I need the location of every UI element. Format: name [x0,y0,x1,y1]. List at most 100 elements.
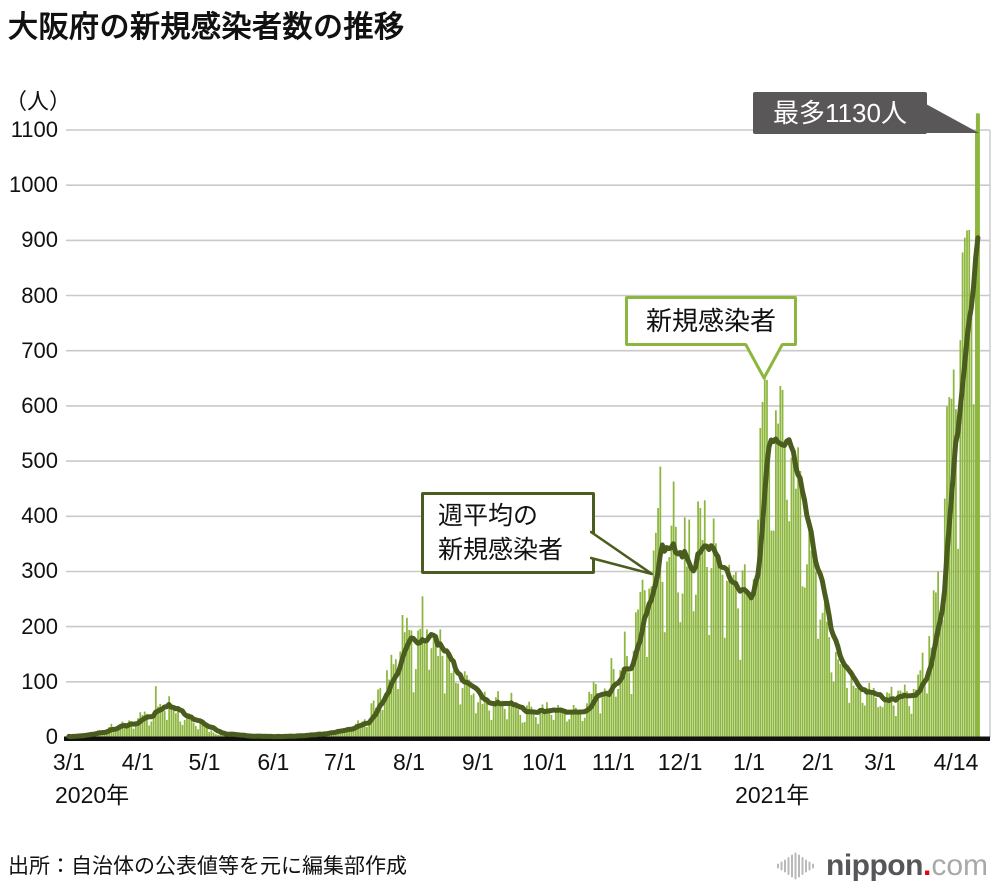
bar-daily-cases [970,317,973,739]
bar-daily-cases [743,564,746,739]
bar-daily-cases [614,696,617,739]
bar-daily-cases [201,724,204,739]
weekly-average-label-line1: 週平均の [438,502,539,530]
bar-daily-cases [712,518,715,739]
bar-daily-cases [214,734,217,739]
x-axis-line [64,736,990,741]
bar-daily-cases [121,721,124,739]
nippon-com-logo: nippon. com [777,848,988,884]
logo-dot: . [922,849,932,882]
bar-daily-cases [594,684,597,739]
y-tick-label: 800 [21,282,58,308]
bar-daily-cases [761,402,764,739]
bar-daily-cases [543,711,546,739]
bar-daily-cases [490,719,493,739]
bar-daily-cases [728,564,731,739]
bar-daily-cases [626,655,628,739]
bar-daily-cases [643,590,646,739]
bar-daily-cases [168,696,171,739]
bar-daily-cases [203,727,206,739]
bar-daily-cases [454,682,457,739]
year-label: 2021年 [735,782,810,808]
bar-daily-cases [417,630,419,739]
source-note: 出所：自治体の公表値等を元に編集部作成 [8,855,407,878]
max-annotation-label: 最多1130人 [773,98,907,128]
bar-daily-cases [806,564,808,739]
bar-daily-cases [839,664,842,739]
bar-daily-cases [886,692,888,739]
bar-daily-cases [350,729,353,739]
bar-daily-cases [537,723,539,739]
bar-daily-cases [963,237,966,739]
bar-daily-cases [119,723,122,739]
bar-daily-cases [499,703,502,739]
bar-daily-cases [732,574,735,739]
bar-daily-cases [763,376,766,739]
bar-daily-cases [183,719,186,739]
bar-daily-cases [394,659,397,739]
bar-daily-cases [719,567,722,739]
bar-daily-cases [935,592,937,739]
bar-daily-cases [561,707,564,739]
x-tick-label: 11/1 [591,749,635,775]
bar-daily-cases [559,708,562,739]
bar-daily-cases [114,730,117,739]
bar-daily-cases [177,706,179,739]
y-tick-label: 200 [21,613,58,639]
daily-series-annotation: 新規感染者 [625,296,797,346]
bar-daily-cases [414,669,417,739]
bar-daily-cases [386,670,388,739]
bar-daily-cases [363,719,366,739]
bar-daily-cases [410,630,413,739]
bar-daily-cases [659,466,662,739]
bar-daily-cases [466,675,468,739]
bar-daily-cases [112,728,115,739]
bar-daily-cases [803,587,806,739]
bar-daily-cases [452,670,455,739]
bar-daily-cases [848,702,851,739]
bar-daily-cases [221,733,224,739]
bar-daily-cases [661,581,664,739]
bar-daily-cases [192,722,195,739]
bar-daily-cases [379,687,382,739]
bar-daily-cases [583,717,586,739]
bar-daily-cases [923,681,926,739]
daily-annotation-pointer [744,343,784,380]
bar-daily-cases [128,720,131,739]
bar-daily-cases [859,688,862,739]
bar-daily-cases [341,728,344,739]
bar-daily-cases [639,591,642,739]
bar-daily-cases [815,572,817,739]
x-tick-label: 4/1 [121,749,154,775]
bar-daily-cases [723,637,726,739]
bar-daily-cases [730,577,733,739]
weekly-annotation-pointer [590,530,654,576]
bar-daily-cases [801,586,804,739]
bar-daily-cases [837,659,839,739]
y-axis-unit-label: （人） [5,89,72,114]
y-tick-label: 1100 [10,117,58,142]
bar-daily-cases [952,369,955,739]
bar-daily-cases [366,727,368,739]
bar-daily-cases [399,651,402,739]
bar-daily-cases [486,701,488,739]
x-tick-label: 1/1 [732,749,765,775]
bar-daily-cases [332,732,335,739]
bar-daily-cases [957,548,959,739]
bar-daily-cases [703,500,706,739]
bar-daily-cases [588,691,591,739]
bar-daily-cases [919,670,922,739]
bar-daily-cases [968,229,971,739]
bar-daily-cases [530,706,533,739]
y-tick-label: 100 [21,668,58,694]
bar-daily-cases [159,703,162,739]
bar-daily-cases [748,592,751,739]
bar-daily-cases [479,694,482,739]
bar-daily-cases [186,716,188,739]
bar-daily-cases [421,596,424,739]
bar-daily-cases [634,612,637,739]
bar-daily-cases [908,706,911,739]
bar-daily-cases [483,691,486,739]
bar-daily-cases [808,517,811,739]
bar-daily-cases [448,658,451,739]
